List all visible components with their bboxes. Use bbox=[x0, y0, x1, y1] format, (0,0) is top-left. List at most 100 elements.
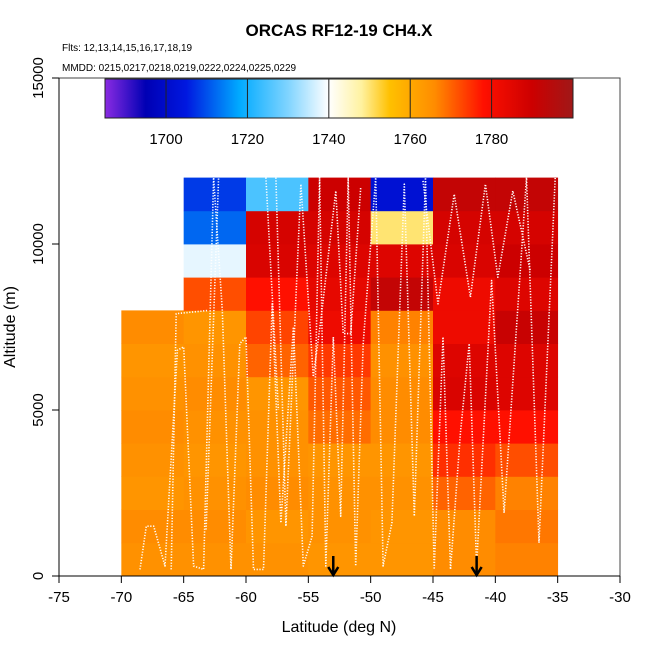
heatmap-cell bbox=[495, 509, 559, 544]
heatmap-cell bbox=[246, 542, 309, 576]
heatmap-cell bbox=[246, 310, 309, 344]
heatmap-cell bbox=[308, 277, 372, 311]
surface-markers bbox=[327, 556, 483, 578]
heatmap-cell bbox=[308, 310, 372, 344]
heatmap-cell bbox=[308, 443, 372, 477]
heatmap-cell bbox=[246, 244, 309, 278]
flight-tracks bbox=[139, 176, 556, 571]
heatmap-cell bbox=[121, 310, 185, 344]
heatmap-cell bbox=[495, 376, 559, 411]
heatmap-cell bbox=[370, 542, 434, 576]
heatmap-cell bbox=[246, 277, 309, 311]
heatmap-cell bbox=[308, 343, 372, 378]
heatmap-cell bbox=[121, 343, 185, 378]
heatmap-cell bbox=[495, 343, 559, 378]
colorbar bbox=[104, 78, 574, 119]
heatmap-cells bbox=[121, 177, 559, 576]
heatmap-cell bbox=[495, 210, 559, 245]
colorbar-tick-label: 1720 bbox=[231, 131, 264, 148]
y-axis-label: Altitude (m) bbox=[2, 286, 19, 368]
down-arrow-icon bbox=[327, 556, 340, 578]
heatmap-cell bbox=[370, 410, 434, 444]
heatmap-cell bbox=[308, 410, 372, 444]
flight-track bbox=[170, 309, 209, 570]
heatmap-cell bbox=[308, 244, 372, 278]
heatmap-cell bbox=[370, 177, 434, 212]
heatmap-cell bbox=[370, 244, 434, 278]
heatmap-cell bbox=[495, 177, 559, 212]
flight-track bbox=[139, 176, 556, 571]
heatmap-cell bbox=[183, 443, 247, 477]
x-axis-label: Latitude (deg N) bbox=[282, 619, 397, 636]
heatmap-cell bbox=[433, 210, 496, 245]
flight-track bbox=[265, 177, 280, 411]
heatmap-cell bbox=[121, 509, 185, 544]
dates-label: MMDD: 0215,0217,0218,0219,0222,0224,0225… bbox=[62, 63, 297, 74]
down-arrow-icon bbox=[470, 556, 483, 578]
x-tick-label: -65 bbox=[173, 589, 195, 606]
heatmap-cell bbox=[121, 542, 185, 576]
colorbar-ticks: 1700 1720 1740 1760 1780 bbox=[149, 79, 508, 148]
heatmap-cell bbox=[246, 343, 309, 378]
heatmap-cell bbox=[433, 542, 496, 576]
x-tick-label: -75 bbox=[48, 589, 70, 606]
y-tick-label: 10000 bbox=[30, 223, 47, 265]
heatmap-cell bbox=[183, 177, 247, 212]
heatmap-cell bbox=[433, 277, 496, 311]
heatmap-cell bbox=[495, 410, 559, 444]
heatmap-cell bbox=[183, 509, 247, 544]
heatmap-cell bbox=[433, 509, 496, 544]
colorbar-tick-label: 1760 bbox=[394, 131, 427, 148]
x-tick-label: -40 bbox=[484, 589, 506, 606]
heatmap-cell bbox=[183, 476, 247, 510]
heatmap-cell bbox=[246, 476, 309, 510]
heatmap-cell bbox=[433, 376, 496, 411]
x-tick-label: -70 bbox=[110, 589, 132, 606]
heatmap-cell bbox=[121, 476, 185, 510]
x-tick-label: -35 bbox=[547, 589, 569, 606]
heatmap-cell bbox=[433, 476, 496, 510]
heatmap-cell bbox=[121, 443, 185, 477]
flights-label: Flts: 12,13,14,15,16,17,18,19 bbox=[62, 43, 193, 54]
flight-track bbox=[422, 180, 531, 305]
heatmap-cell bbox=[183, 343, 247, 378]
y-tick-label: 0 bbox=[30, 572, 47, 580]
heatmap-cell bbox=[370, 509, 434, 544]
heatmap-cell bbox=[183, 410, 247, 444]
heatmap-cell bbox=[308, 177, 372, 212]
x-tick-label: -30 bbox=[609, 589, 631, 606]
y-tick-label: 15000 bbox=[30, 57, 47, 99]
heatmap-cell bbox=[183, 376, 247, 411]
flight-track bbox=[275, 177, 362, 528]
y-axis: 0 5000 10000 15000 bbox=[30, 57, 60, 580]
heatmap-cell bbox=[370, 210, 434, 245]
heatmap-cell bbox=[183, 542, 247, 576]
x-tick-label: -50 bbox=[360, 589, 382, 606]
y-tick-label: 5000 bbox=[30, 393, 47, 426]
heatmap-cell bbox=[183, 310, 247, 344]
x-axis: -75 -70 -65 -60 -55 -50 -45 -40 -35 -30 bbox=[48, 575, 631, 606]
heatmap-cell bbox=[370, 277, 434, 311]
colorbar-tick-label: 1700 bbox=[149, 131, 182, 148]
heatmap-cell bbox=[495, 443, 559, 477]
heatmap-cell bbox=[370, 310, 434, 344]
heatmap-cell bbox=[433, 244, 496, 278]
x-tick-label: -55 bbox=[297, 589, 319, 606]
heatmap-cell bbox=[370, 376, 434, 411]
chart-title: ORCAS RF12-19 CH4.X bbox=[245, 21, 433, 40]
heatmap-cell bbox=[370, 476, 434, 510]
heatmap-cell bbox=[433, 177, 496, 212]
heatmap-cell bbox=[308, 476, 372, 510]
heatmap-cell bbox=[121, 376, 185, 411]
heatmap-cell bbox=[433, 443, 496, 477]
heatmap-cell bbox=[433, 410, 496, 444]
heatmap-cell bbox=[121, 410, 185, 444]
heatmap-cell bbox=[495, 542, 559, 576]
heatmap-cell bbox=[183, 210, 247, 245]
heatmap-cell bbox=[370, 343, 434, 378]
x-tick-label: -45 bbox=[422, 589, 444, 606]
heatmap-cell bbox=[370, 443, 434, 477]
heatmap-cell bbox=[246, 509, 309, 544]
heatmap-cell bbox=[495, 277, 559, 311]
